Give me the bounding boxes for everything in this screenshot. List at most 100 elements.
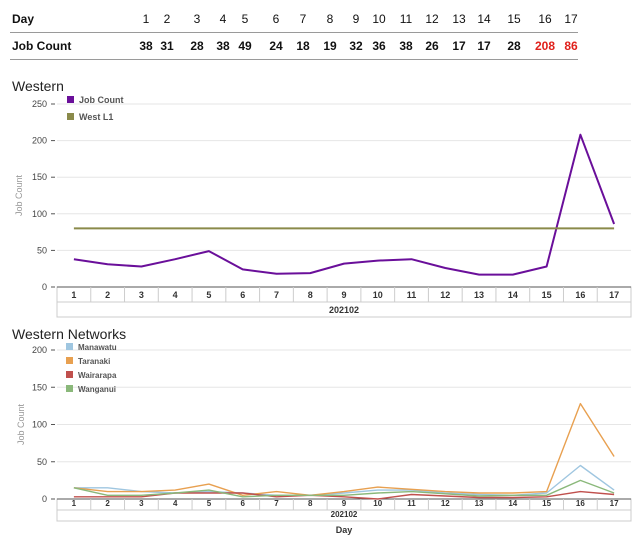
day-cell: 1 bbox=[142, 12, 150, 26]
job-count-cell: 38 bbox=[399, 39, 413, 53]
day-row-label: Day bbox=[12, 12, 35, 26]
y-tick-label: 100 bbox=[32, 420, 47, 430]
x-tick-label: 8 bbox=[308, 290, 313, 300]
day-cell: 5 bbox=[241, 12, 249, 26]
job-count-cell: 28 bbox=[190, 39, 204, 53]
x-tick-label: 5 bbox=[207, 499, 212, 508]
job-count-cell: 38 bbox=[139, 39, 153, 53]
day-cell: 8 bbox=[326, 12, 334, 26]
job-count-cell: 24 bbox=[269, 39, 283, 53]
x-tick-label: 3 bbox=[139, 290, 144, 300]
x-tick-label: 15 bbox=[542, 499, 551, 508]
legend-swatch bbox=[66, 357, 73, 364]
day-cell: 3 bbox=[193, 12, 201, 26]
x-tick-label: 1 bbox=[72, 499, 77, 508]
legend-label: Manawatu bbox=[78, 343, 117, 352]
x-tick-label: 12 bbox=[440, 290, 450, 300]
y-tick-label: 100 bbox=[32, 209, 47, 219]
day-cell: 2 bbox=[163, 12, 171, 26]
x-tick-label: 12 bbox=[441, 499, 450, 508]
y-tick-label: 0 bbox=[42, 494, 47, 504]
x-tick-label: 4 bbox=[173, 290, 178, 300]
series-line-taranaki bbox=[73, 402, 615, 497]
day-cell: 6 bbox=[272, 12, 280, 26]
job-count-cell: 17 bbox=[477, 39, 491, 53]
y-tick-label: 50 bbox=[37, 245, 47, 255]
day-row: Day 1 2 3 4 5 6 7 8 9 10 11 12 13 14 15 16 17 bbox=[10, 6, 578, 32]
y-tick-label: 250 bbox=[32, 99, 47, 109]
legend-swatch bbox=[66, 371, 73, 378]
job-count-cell: 28 bbox=[507, 39, 521, 53]
x-tick-label: 13 bbox=[475, 499, 484, 508]
x-tick-label: 9 bbox=[342, 499, 347, 508]
x-tick-label: 7 bbox=[274, 290, 279, 300]
x-tick-label: 10 bbox=[373, 290, 383, 300]
job-count-cell: 26 bbox=[425, 39, 439, 53]
legend-label: Taranaki bbox=[78, 357, 110, 366]
chart-title-western: Western bbox=[12, 78, 64, 94]
x-tick-label: 4 bbox=[173, 499, 178, 508]
x-axis-label: Day bbox=[336, 525, 353, 535]
day-cell: 7 bbox=[299, 12, 307, 26]
day-cell: 10 bbox=[372, 12, 386, 26]
day-cell: 14 bbox=[477, 12, 491, 26]
y-tick-label: 0 bbox=[42, 282, 47, 292]
legend-label: Wanganui bbox=[78, 385, 116, 394]
series-line-wanganui bbox=[73, 479, 615, 498]
day-cell: 12 bbox=[425, 12, 439, 26]
x-tick-label: 16 bbox=[576, 499, 585, 508]
job-count-cell: 208 bbox=[534, 39, 556, 53]
job-count-cell: 31 bbox=[160, 39, 174, 53]
chart-title-western-networks: Western Networks bbox=[12, 326, 127, 342]
y-tick-label: 50 bbox=[37, 457, 47, 467]
job-count-cell: 38 bbox=[216, 39, 230, 53]
x-group-label: 202102 bbox=[329, 305, 359, 315]
day-cell: 13 bbox=[452, 12, 466, 26]
y-tick-label: 200 bbox=[32, 136, 47, 146]
x-tick-label: 3 bbox=[139, 499, 144, 508]
x-tick-label: 6 bbox=[240, 290, 245, 300]
job-count-cell: 17 bbox=[452, 39, 466, 53]
y-axis-label: Job Count bbox=[14, 174, 24, 216]
day-cell: 15 bbox=[507, 12, 521, 26]
legend-label: West L1 bbox=[79, 112, 113, 122]
x-group-label: 202102 bbox=[331, 510, 358, 519]
x-tick-label: 15 bbox=[542, 290, 552, 300]
x-tick-label: 11 bbox=[407, 499, 416, 508]
x-tick-label: 14 bbox=[508, 499, 517, 508]
x-tick-label: 2 bbox=[105, 499, 110, 508]
x-tick-label: 7 bbox=[274, 499, 279, 508]
series-line-manawatu bbox=[73, 464, 615, 497]
job-count-cell: 19 bbox=[323, 39, 337, 53]
day-cell: 17 bbox=[564, 12, 578, 26]
legend-swatch bbox=[67, 113, 74, 120]
legend-swatch bbox=[66, 343, 73, 350]
legend-swatch bbox=[66, 385, 73, 392]
job-count-cell: 86 bbox=[564, 39, 578, 53]
job-count-cell: 32 bbox=[349, 39, 363, 53]
day-cell: 11 bbox=[399, 12, 413, 26]
job-count-cell: 36 bbox=[372, 39, 386, 53]
legend-swatch bbox=[67, 96, 74, 103]
job-count-cell: 49 bbox=[238, 39, 252, 53]
job-count-table: Day 1 2 3 4 5 6 7 8 9 10 11 12 13 14 15 16 17 Job Count … bbox=[10, 6, 578, 60]
x-tick-label: 13 bbox=[474, 290, 484, 300]
legend-label: Job Count bbox=[79, 95, 124, 105]
job-count-row-label: Job Count bbox=[12, 39, 72, 53]
x-tick-label: 11 bbox=[407, 290, 417, 300]
x-tick-label: 9 bbox=[341, 290, 346, 300]
y-tick-label: 150 bbox=[32, 172, 47, 182]
x-tick-label: 6 bbox=[240, 499, 245, 508]
y-tick-label: 200 bbox=[32, 345, 47, 355]
day-cell: 16 bbox=[538, 12, 552, 26]
x-tick-label: 14 bbox=[508, 290, 518, 300]
series-line-job-count bbox=[73, 133, 616, 276]
day-cell: 9 bbox=[352, 12, 360, 26]
x-tick-label: 10 bbox=[373, 499, 382, 508]
y-axis-label: Job Count bbox=[16, 403, 26, 445]
x-tick-label: 5 bbox=[206, 290, 211, 300]
x-tick-label: 17 bbox=[609, 290, 619, 300]
x-tick-label: 17 bbox=[610, 499, 619, 508]
